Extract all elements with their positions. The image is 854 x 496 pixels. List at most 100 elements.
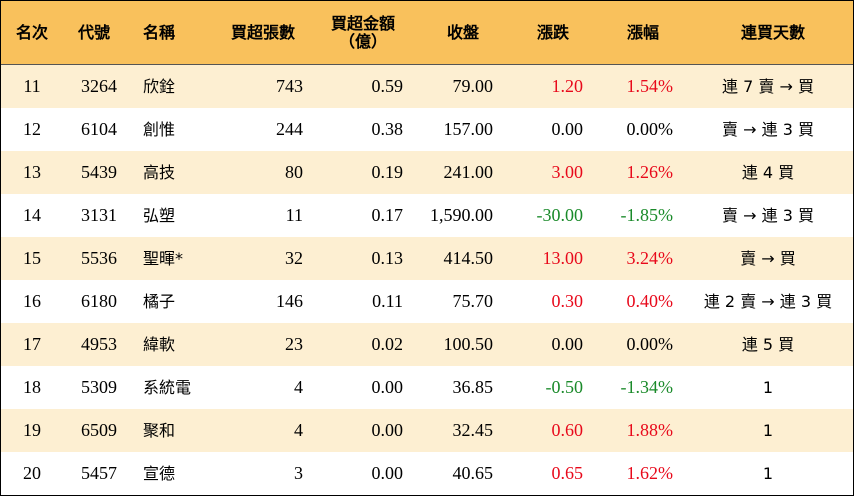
cell-change-pct: 3.24% [626, 248, 674, 268]
cell-lots: 244 [276, 119, 303, 139]
cell-amount: 0.17 [371, 205, 404, 225]
cell-amount: 0.59 [371, 76, 404, 96]
cell-rank: 16 [23, 291, 41, 311]
cell-streak: 賣 → 連 3 買 [722, 206, 814, 225]
cell-streak: 連 2 賣 → 連 3 買 [703, 292, 833, 311]
header-rank: 名次 [15, 22, 48, 42]
header-close: 收盤 [446, 22, 479, 42]
cell-code: 5536 [81, 248, 117, 268]
cell-streak: 1 [762, 378, 774, 397]
cell-name: 宣德 [143, 464, 176, 483]
table-row: 20 5457 宣德 3 0.00 40.65 0.65 1.62% 1 [1, 452, 853, 495]
cell-code: 3131 [81, 205, 117, 225]
cell-close: 75.70 [452, 291, 494, 311]
cell-code: 4953 [81, 334, 117, 354]
cell-rank: 19 [23, 420, 41, 440]
header-code: 代號 [77, 22, 110, 42]
header-streak: 連買天數 [740, 22, 805, 42]
cell-rank: 13 [23, 162, 41, 182]
cell-rank: 12 [23, 119, 41, 139]
cell-lots: 32 [285, 248, 303, 268]
cell-change-pct: 0.00% [626, 334, 674, 354]
cell-code: 6509 [81, 420, 117, 440]
cell-name: 緯軟 [143, 335, 176, 354]
cell-streak: 1 [762, 464, 774, 483]
cell-amount: 0.19 [371, 162, 404, 182]
table-row: 17 4953 緯軟 23 0.02 100.50 0.00 0.00% 連 5 買 [1, 323, 853, 366]
cell-name: 聚和 [143, 421, 176, 440]
cell-code: 6104 [81, 119, 117, 139]
table-row: 19 6509 聚和 4 0.00 32.45 0.60 1.88% 1 [1, 409, 853, 452]
cell-change-pct: -1.34% [620, 377, 674, 397]
cell-streak: 連 5 買 [741, 335, 795, 354]
cell-close: 157.00 [443, 119, 494, 139]
cell-amount: 0.02 [371, 334, 404, 354]
cell-rank: 20 [23, 463, 41, 483]
cell-change: -30.00 [536, 205, 584, 225]
cell-streak: 賣 → 連 3 買 [722, 120, 814, 139]
cell-lots: 3 [294, 463, 303, 483]
cell-amount: 0.00 [371, 377, 404, 397]
cell-code: 3264 [81, 76, 117, 96]
cell-change: 0.65 [551, 463, 584, 483]
cell-change: 1.20 [551, 76, 584, 96]
cell-close: 79.00 [452, 76, 494, 96]
cell-streak: 連 4 買 [741, 163, 795, 182]
table-row: 12 6104 創惟 244 0.38 157.00 0.00 0.00% 賣 → 連 3 買 [1, 108, 853, 151]
cell-name: 橘子 [143, 292, 176, 311]
cell-streak: 連 7 賣 → 買 [722, 77, 814, 96]
header-change: 漲跌 [536, 22, 569, 42]
cell-rank: 18 [23, 377, 41, 397]
cell-lots: 23 [285, 334, 303, 354]
cell-lots: 80 [285, 162, 303, 182]
cell-close: 241.00 [443, 162, 494, 182]
header-change-pct: 漲幅 [626, 22, 659, 42]
cell-streak: 1 [762, 421, 774, 440]
cell-name: 創惟 [143, 120, 176, 139]
table-row: 11 3264 欣銓 743 0.59 79.00 1.20 1.54% 連 7 賣 → 買 [1, 65, 853, 108]
cell-code: 6180 [81, 291, 117, 311]
cell-streak: 賣 → 買 [740, 249, 796, 268]
cell-close: 36.85 [452, 377, 494, 397]
cell-name: 高技 [143, 163, 176, 182]
cell-change-pct: 1.54% [626, 76, 674, 96]
cell-change-pct: 0.00% [626, 119, 674, 139]
cell-rank: 14 [23, 205, 41, 225]
table-header: 名次 代號 名稱 買超張數 買超金額 （億） 收盤 漲跌 漲幅 連買天數 [1, 1, 853, 65]
table-row: 14 3131 弘塑 11 0.17 1,590.00 -30.00 -1.85% 賣 → 連 … [1, 194, 853, 237]
cell-change-pct: -1.85% [620, 205, 674, 225]
cell-lots: 4 [294, 377, 303, 397]
cell-change: 0.00 [551, 119, 584, 139]
cell-close: 414.50 [443, 248, 494, 268]
cell-change: 0.60 [551, 420, 584, 440]
cell-name: 弘塑 [143, 206, 176, 225]
cell-lots: 146 [276, 291, 303, 311]
header-net-buy-amount: 買超金額 （億） [330, 13, 395, 51]
cell-lots: 11 [285, 205, 303, 225]
cell-lots: 4 [294, 420, 303, 440]
cell-code: 5309 [81, 377, 117, 397]
cell-code: 5457 [81, 463, 117, 483]
cell-amount: 0.00 [371, 463, 404, 483]
cell-lots: 743 [276, 76, 303, 96]
table-row: 13 5439 高技 80 0.19 241.00 3.00 1.26% 連 4 買 [1, 151, 853, 194]
header-name: 名稱 [143, 22, 176, 42]
cell-change: 13.00 [542, 248, 584, 268]
cell-name: 欣銓 [143, 77, 176, 96]
cell-amount: 0.13 [371, 248, 404, 268]
cell-amount: 0.00 [371, 420, 404, 440]
table-row: 18 5309 系統電 4 0.00 36.85 -0.50 -1.34% 1 [1, 366, 853, 409]
cell-amount: 0.11 [372, 291, 403, 311]
cell-close: 100.50 [443, 334, 494, 354]
table-row: 15 5536 聖暉* 32 0.13 414.50 13.00 3.24% 賣 → 買 [1, 237, 853, 280]
cell-code: 5439 [81, 162, 117, 182]
cell-change: -0.50 [545, 377, 584, 397]
table-row: 16 6180 橘子 146 0.11 75.70 0.30 0.40% 連 2 賣 → 連 3… [1, 280, 853, 323]
cell-close: 32.45 [452, 420, 494, 440]
cell-name: 聖暉* [143, 249, 184, 268]
cell-close: 40.65 [452, 463, 494, 483]
cell-change: 3.00 [551, 162, 584, 182]
cell-close: 1,590.00 [430, 205, 493, 225]
cell-change-pct: 1.26% [626, 162, 674, 182]
